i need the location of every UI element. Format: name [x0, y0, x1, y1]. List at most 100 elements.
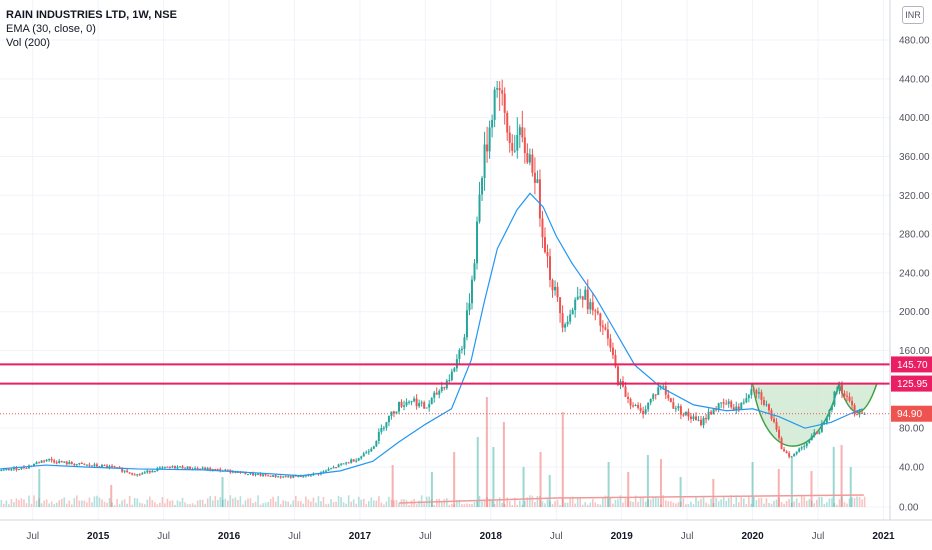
volume-bar [151, 500, 154, 507]
volume-bar [569, 498, 571, 507]
volume-bar [549, 501, 551, 507]
candle-body [554, 286, 557, 291]
candle-body [536, 179, 539, 183]
volume-bar [430, 472, 433, 507]
volume-bar [561, 498, 564, 507]
candle-body [103, 465, 106, 467]
volume-bar [458, 499, 461, 507]
volume-bar [420, 495, 423, 507]
volume-bar [83, 500, 86, 507]
candle-body [5, 469, 8, 471]
volume-bar [486, 497, 488, 507]
volume-bar [88, 497, 91, 507]
candle-body [805, 442, 808, 447]
candle-body [488, 127, 491, 152]
volume-bar [305, 496, 307, 507]
volume-bar [571, 496, 574, 507]
candle-body [171, 466, 174, 468]
volume-bar [697, 500, 700, 507]
volume-bar [272, 496, 274, 507]
candle-body [355, 460, 358, 462]
chart-legend: RAIN INDUSTRIES LTD, 1W, NSE EMA (30, cl… [6, 8, 177, 50]
candle-body [443, 387, 446, 389]
candle-body [576, 296, 579, 300]
volume-bar [478, 496, 481, 507]
volume-bar [196, 500, 199, 507]
candle-body [264, 474, 267, 476]
candle-body [508, 132, 511, 144]
volume-bar [111, 502, 113, 507]
y-tick-label: 240.00 [899, 268, 930, 279]
volume-bar [690, 501, 692, 507]
candle-body [757, 392, 760, 394]
volume-bar [853, 498, 856, 507]
candle-body [543, 237, 546, 253]
volume-bar [861, 499, 863, 507]
volume-bar [35, 500, 38, 507]
volume-bar [136, 498, 139, 507]
volume-bar [237, 499, 239, 507]
symbol-title: RAIN INDUSTRIES LTD, 1W, NSE [6, 9, 177, 21]
candle-body [788, 453, 791, 457]
candle-body [632, 405, 635, 407]
candle-body [526, 153, 529, 163]
volume-bar [58, 500, 60, 507]
volume-bar [503, 503, 506, 507]
candle-body [700, 419, 703, 426]
candle-body [98, 466, 101, 468]
volume-bar [279, 504, 282, 507]
candle-body [586, 289, 589, 310]
volume-bar [833, 503, 836, 507]
volume-bar [330, 499, 332, 507]
candle-body [858, 412, 861, 415]
volume-bar [646, 455, 649, 507]
volume-bar [680, 501, 682, 507]
volume-bar [544, 503, 546, 507]
level-tag [891, 356, 932, 373]
candle-body [810, 435, 813, 441]
candle-body [415, 398, 418, 407]
volume-bar [141, 503, 144, 507]
candle-body [269, 475, 272, 477]
volume-bar [700, 498, 702, 507]
volume-bar [858, 497, 861, 507]
candle-body [599, 313, 602, 326]
candle-body [131, 473, 134, 475]
candle-body [533, 172, 536, 183]
volume-bar [184, 502, 186, 507]
volume-bar [647, 499, 649, 507]
candle-body [151, 471, 154, 473]
volume-bar [687, 504, 690, 507]
candle-body [604, 327, 607, 330]
x-tick-label: Jul [288, 531, 301, 542]
volume-bar [461, 504, 463, 507]
candle-body [616, 366, 619, 386]
ema-legend: EMA (30, close, 0) [6, 23, 96, 35]
currency-badge[interactable]: INR [902, 6, 924, 24]
volume-bar [659, 459, 662, 507]
volume-bar [471, 503, 473, 507]
candle-body [35, 462, 38, 464]
volume-bar [579, 498, 582, 507]
candle-body [627, 396, 630, 400]
candle-body [732, 407, 735, 411]
volume-bar [38, 469, 41, 507]
candle-body [367, 451, 370, 453]
candle-body [856, 414, 859, 416]
candle-body [390, 411, 393, 416]
candle-body [161, 467, 164, 469]
candle-body [327, 469, 330, 471]
x-tick-label: Jul [812, 531, 825, 542]
candle-body [559, 297, 562, 314]
candle-body [677, 406, 680, 409]
y-tick-label: 480.00 [899, 36, 930, 47]
volume-bar [45, 499, 48, 507]
volume-bar [282, 500, 285, 507]
volume-bar [106, 502, 108, 507]
candle-body [73, 464, 76, 466]
candle-body [168, 467, 171, 469]
volume-bar [788, 499, 790, 507]
candle-body [674, 408, 677, 410]
volume-bar [143, 504, 146, 507]
